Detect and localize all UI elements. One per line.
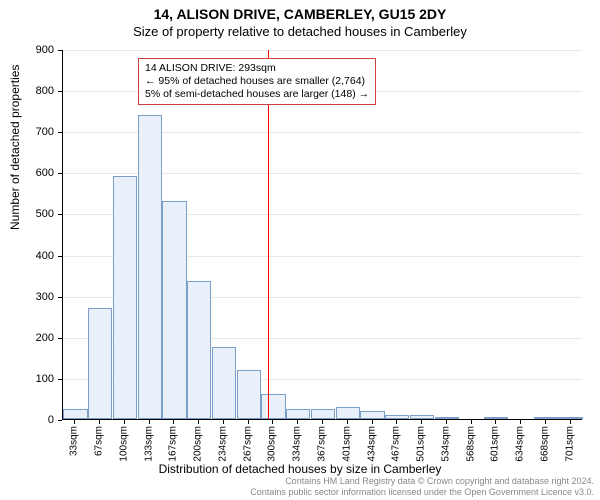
xtick-mark [99,420,100,424]
ytick-label: 600 [24,167,54,179]
xtick-label: 367sqm [317,426,328,462]
annotation-box: 14 ALISON DRIVE: 293sqm ← 95% of detache… [138,58,376,105]
xtick-label: 167sqm [168,426,179,462]
xtick-mark [545,420,546,424]
xtick-mark [322,420,323,424]
xtick-label: 234sqm [217,426,228,462]
chart-title-line2: Size of property relative to detached ho… [0,22,600,39]
xtick-label: 334sqm [292,426,303,462]
xtick-mark [421,420,422,424]
xtick-mark [396,420,397,424]
xtick-mark [495,420,496,424]
xtick-label: 267sqm [242,426,253,462]
xtick-label: 300sqm [267,426,278,462]
histogram-bar [88,308,112,419]
annotation-line1: 14 ALISON DRIVE: 293sqm [145,62,369,75]
histogram-bar [336,407,360,419]
xtick-label: 434sqm [366,426,377,462]
histogram-bar [558,417,582,419]
ytick-mark [58,214,62,215]
xtick-mark [446,420,447,424]
ytick-label: 900 [24,44,54,56]
histogram-bar [138,115,162,419]
xtick-label: 100sqm [118,426,129,462]
histogram-bar [286,409,310,419]
xtick-mark [570,420,571,424]
xtick-mark [74,420,75,424]
histogram-bar [410,415,434,419]
xtick-mark [347,420,348,424]
chart-title-line1: 14, ALISON DRIVE, CAMBERLEY, GU15 2DY [0,0,600,22]
xtick-mark [520,420,521,424]
histogram-bar [212,347,236,419]
histogram-bar [63,409,87,419]
histogram-bar [187,281,211,419]
footer-attribution: Contains HM Land Registry data © Crown c… [250,476,594,498]
histogram-bar [113,176,137,419]
xtick-label: 133sqm [143,426,154,462]
xtick-mark [124,420,125,424]
xtick-label: 200sqm [193,426,204,462]
ytick-label: 0 [24,414,54,426]
xtick-mark [223,420,224,424]
xtick-mark [297,420,298,424]
xtick-label: 534sqm [440,426,451,462]
histogram-bar [484,417,508,419]
annotation-line2: ← 95% of detached houses are smaller (2,… [145,75,369,88]
ytick-mark [58,338,62,339]
ytick-mark [58,50,62,51]
ytick-label: 200 [24,332,54,344]
xtick-mark [372,420,373,424]
histogram-bar [311,409,335,419]
histogram-bar [162,201,186,419]
xtick-label: 67sqm [94,426,105,456]
xtick-label: 501sqm [416,426,427,462]
xtick-mark [173,420,174,424]
histogram-bar [261,394,285,419]
xtick-mark [149,420,150,424]
y-axis-label: Number of detached properties [8,65,22,230]
x-axis-label: Distribution of detached houses by size … [0,462,600,476]
ytick-mark [58,420,62,421]
ytick-label: 800 [24,85,54,97]
gridline [63,50,582,51]
xtick-mark [248,420,249,424]
ytick-mark [58,256,62,257]
annotation-line3: 5% of semi-detached houses are larger (1… [145,88,369,101]
xtick-mark [272,420,273,424]
xtick-label: 634sqm [515,426,526,462]
xtick-label: 33sqm [69,426,80,456]
histogram-bar [385,415,409,419]
footer-line1: Contains HM Land Registry data © Crown c… [250,476,594,487]
ytick-mark [58,132,62,133]
xtick-mark [471,420,472,424]
xtick-label: 568sqm [465,426,476,462]
xtick-label: 401sqm [341,426,352,462]
footer-line2: Contains public sector information licen… [250,487,594,498]
histogram-bar [360,411,384,419]
xtick-label: 467sqm [391,426,402,462]
ytick-mark [58,379,62,380]
xtick-label: 668sqm [539,426,550,462]
ytick-label: 100 [24,373,54,385]
xtick-mark [198,420,199,424]
histogram-bar [237,370,261,419]
ytick-label: 500 [24,208,54,220]
xtick-label: 701sqm [564,426,575,462]
xtick-label: 601sqm [490,426,501,462]
histogram-bar [534,417,558,419]
ytick-mark [58,297,62,298]
ytick-label: 400 [24,250,54,262]
ytick-mark [58,173,62,174]
ytick-label: 300 [24,291,54,303]
ytick-mark [58,91,62,92]
ytick-label: 700 [24,126,54,138]
histogram-bar [435,417,459,419]
chart-plot-area: 14 ALISON DRIVE: 293sqm ← 95% of detache… [62,50,582,420]
